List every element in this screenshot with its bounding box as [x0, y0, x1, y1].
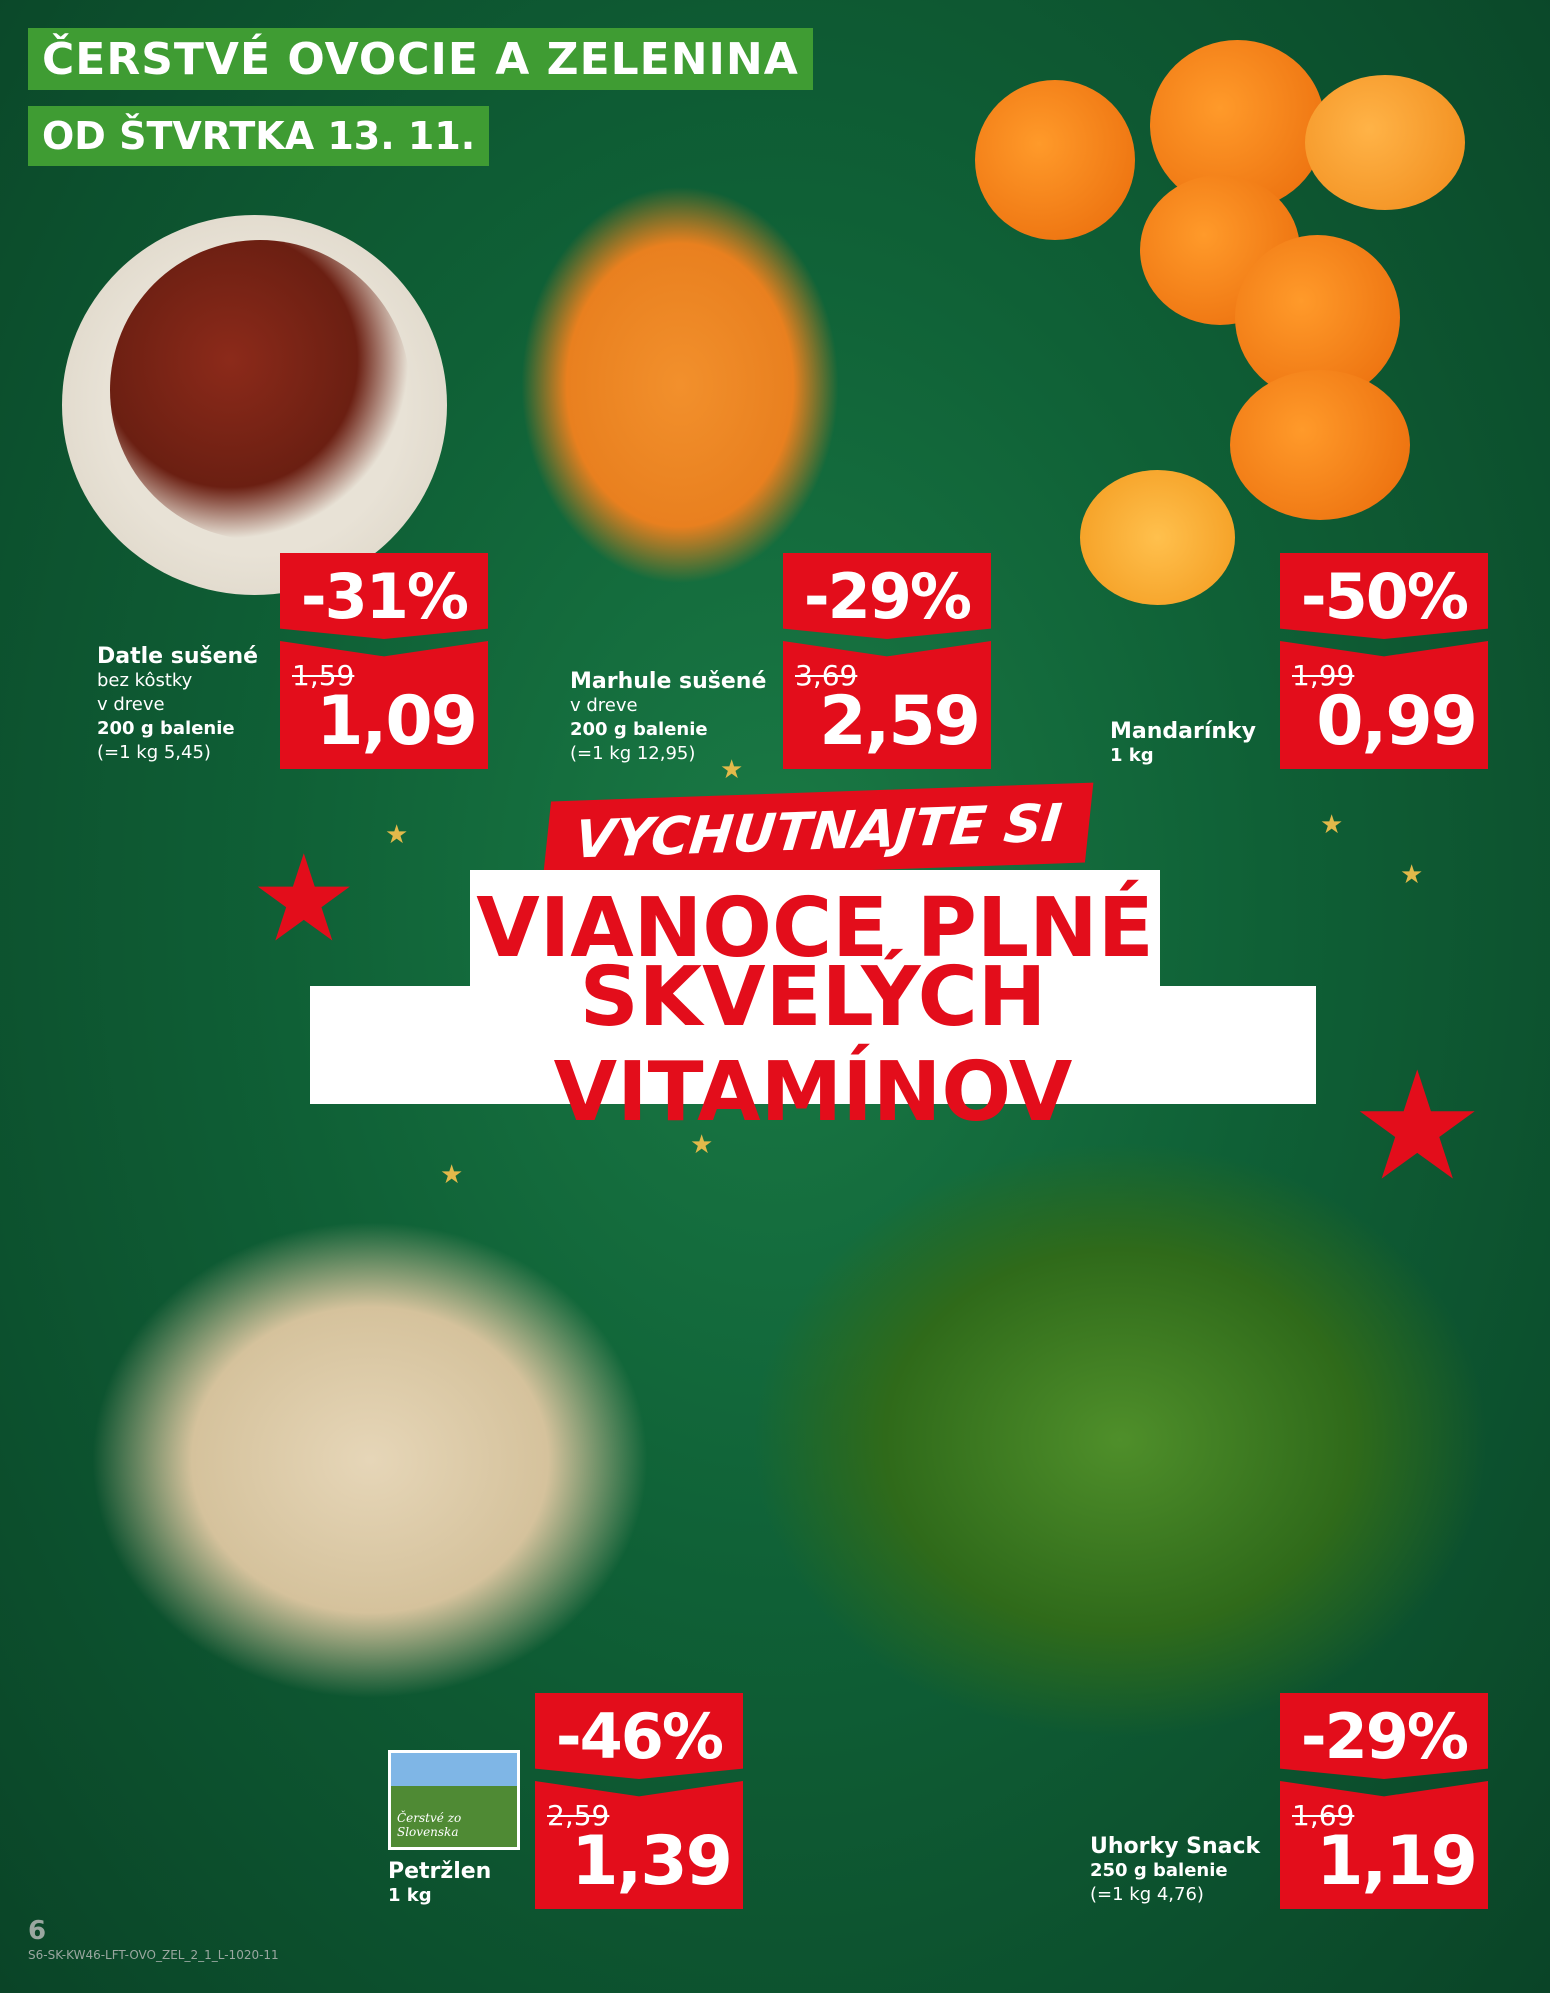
cucumbers-image: [750, 1140, 1490, 1740]
page-number: 6: [28, 1916, 47, 1946]
product-description: Datle sušené bez kôstky v dreve 200 g ba…: [97, 645, 258, 765]
unit-price: (=1 kg 4,76): [1090, 1884, 1204, 1905]
star-icon: ★: [440, 1160, 464, 1190]
product-description: Uhorky Snack 250 g balenie (=1 kg 4,76): [1090, 1835, 1260, 1907]
old-price: 3,69: [795, 659, 858, 692]
unit-price: (=1 kg 12,95): [570, 743, 696, 764]
parsley-image: [90, 1220, 650, 1700]
product-description: Petržlen 1 kg: [388, 1860, 491, 1908]
product-pack: 1 kg: [388, 1885, 432, 1906]
product-name: Datle sušené: [97, 644, 259, 669]
product-name: Petržlen: [388, 1859, 492, 1884]
fresh-from-slovakia-logo: Čerstvé zo Slovenska: [388, 1750, 520, 1850]
discount-badge: -50%: [1280, 553, 1488, 639]
headline-line-3: SKVELÝCH VITAMÍNOV: [310, 950, 1316, 1140]
headline-line-2: VIANOCE PLNÉ: [470, 870, 1160, 986]
new-price: 0,99: [1316, 682, 1478, 761]
mandarins-image: [1230, 370, 1410, 520]
price-tag: -29% 3,69 2,59: [783, 553, 991, 769]
star-icon: ★: [250, 830, 358, 969]
mandarins-image: [1305, 75, 1465, 210]
discount-badge: -29%: [1280, 1693, 1488, 1779]
new-price: 2,59: [819, 682, 981, 761]
product-name: Uhorky Snack: [1090, 1834, 1261, 1859]
new-price: 1,09: [316, 682, 478, 761]
product-pack: 250 g balenie: [1090, 1860, 1228, 1881]
product-detail: bez kôstky: [97, 670, 193, 691]
product-pack: 200 g balenie: [97, 718, 235, 739]
product-description: Mandarínky 1 kg: [1110, 720, 1256, 768]
logo-text: Čerstvé zo Slovenska: [397, 1811, 462, 1839]
star-icon: ★: [385, 820, 409, 850]
headline-line-1: VYCHUTNAJTE SI: [542, 782, 1094, 882]
print-code: S6-SK-KW46-LFT-OVO_ZEL_2_1_L-1020-11: [28, 1948, 279, 1962]
product-name: Mandarínky: [1110, 719, 1257, 744]
unit-price: (=1 kg 5,45): [97, 742, 211, 763]
old-price: 1,99: [1292, 659, 1355, 692]
discount-badge: -29%: [783, 553, 991, 639]
product-detail: v dreve: [570, 695, 638, 716]
valid-from: OD ŠTVRTKA 13. 11.: [28, 106, 490, 166]
section-title: ČERSTVÉ OVOCIE A ZELENINA: [28, 28, 813, 90]
product-description: Marhule sušené v dreve 200 g balenie (=1…: [570, 670, 766, 766]
price-tag: -31% 1,59 1,09: [280, 553, 488, 769]
discount-badge: -46%: [535, 1693, 743, 1779]
new-price: 1,39: [571, 1822, 733, 1901]
product-detail: v dreve: [97, 694, 165, 715]
mandarins-image: [1080, 470, 1235, 605]
price-tag: -46% 2,59 1,39: [535, 1693, 743, 1909]
new-price: 1,19: [1316, 1822, 1478, 1901]
star-icon: ★: [1350, 1040, 1485, 1214]
price-tag: -29% 1,69 1,19: [1280, 1693, 1488, 1909]
apricots-image: [520, 185, 840, 585]
old-price: 1,59: [292, 659, 355, 692]
discount-badge: -31%: [280, 553, 488, 639]
star-icon: ★: [720, 755, 744, 785]
mandarins-image: [975, 80, 1135, 240]
old-price: 1,69: [1292, 1799, 1355, 1832]
product-pack: 200 g balenie: [570, 719, 708, 740]
star-icon: ★: [1320, 810, 1344, 840]
price-tag: -50% 1,99 0,99: [1280, 553, 1488, 769]
product-pack: 1 kg: [1110, 745, 1154, 766]
product-name: Marhule sušené: [570, 669, 767, 694]
dates-image: [110, 240, 410, 540]
star-icon: ★: [1400, 860, 1424, 890]
star-icon: ★: [690, 1130, 714, 1160]
old-price: 2,59: [547, 1799, 610, 1832]
